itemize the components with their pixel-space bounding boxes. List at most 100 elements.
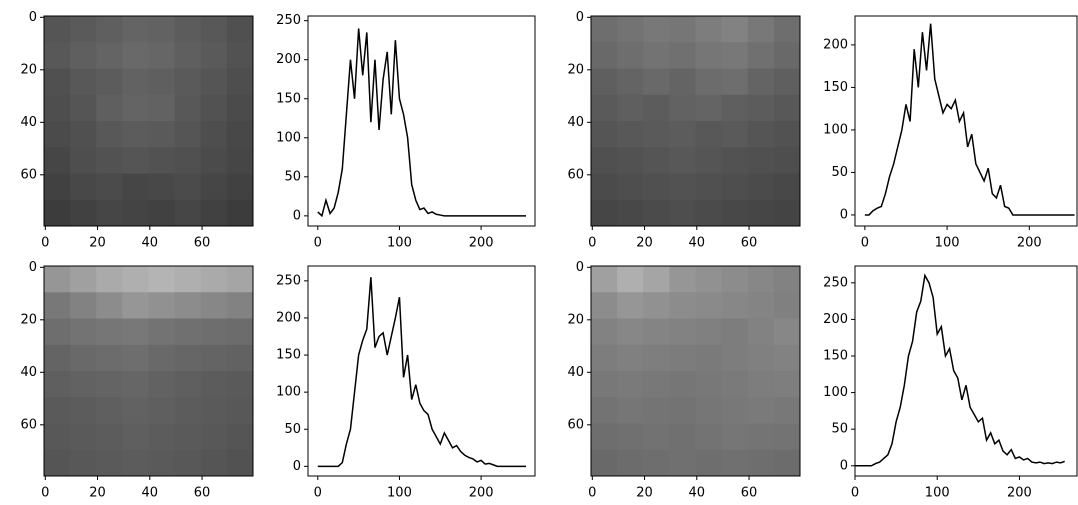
- pixel-block: [669, 423, 696, 451]
- pixel-block: [695, 344, 723, 372]
- pixel-block: [643, 266, 670, 293]
- x-tick-label: 0: [861, 236, 869, 251]
- pixel-block: [174, 68, 202, 96]
- pixel-block: [721, 68, 749, 96]
- pixel-block: [122, 42, 149, 69]
- pixel-block: [226, 397, 254, 424]
- pixel-block: [721, 266, 749, 293]
- pixel-block: [591, 318, 618, 346]
- y-tick-label: 150: [276, 348, 301, 363]
- pixel-block: [70, 266, 97, 293]
- pixel-block: [70, 147, 97, 174]
- pixel-block: [591, 42, 618, 69]
- pixel-block: [747, 397, 775, 424]
- pixel-block: [669, 42, 696, 69]
- pixel-block: [226, 318, 254, 346]
- pixel-block: [226, 121, 254, 148]
- pixel-block: [669, 147, 696, 174]
- histogram-panel: 0 100 200 0 50 100 150 200: [823, 15, 1078, 251]
- pixel-block: [747, 16, 775, 43]
- pixel-block: [747, 449, 775, 477]
- pixel-block: [200, 292, 228, 319]
- pixel-block: [148, 173, 176, 201]
- pixel-block: [747, 68, 775, 96]
- pixel-block: [773, 147, 801, 174]
- pixel-block: [226, 344, 254, 372]
- pixel-block: [617, 68, 644, 96]
- pixel-block: [200, 318, 228, 346]
- pixel-block: [226, 94, 254, 122]
- pixel-block: [773, 266, 801, 293]
- y-tick-label: 200: [823, 312, 848, 327]
- pixel-block: [669, 68, 696, 96]
- y-tick-label: 20: [20, 312, 37, 327]
- pixel-block: [44, 147, 71, 174]
- pixel-block: [591, 199, 618, 227]
- pixel-block: [747, 173, 775, 201]
- pixel-block: [122, 121, 149, 148]
- pixel-block: [96, 266, 123, 293]
- pixel-block: [773, 292, 801, 319]
- pixel-block: [122, 199, 149, 227]
- pixel-block: [669, 292, 696, 319]
- pixel-block: [96, 94, 123, 122]
- axes-frame: [43, 265, 254, 477]
- x-tick-label: 40: [689, 486, 706, 501]
- pixel-block: [122, 371, 149, 398]
- pixel-block: [148, 42, 176, 69]
- y-tick-label: 60: [567, 167, 584, 182]
- pixel-block: [643, 423, 670, 451]
- pixel-block: [773, 199, 801, 227]
- pixel-block: [200, 147, 228, 174]
- x-tick-label: 100: [935, 236, 960, 251]
- y-tick-label: 40: [567, 365, 584, 380]
- pixel-block: [174, 173, 202, 201]
- pixel-block: [122, 68, 149, 96]
- pixel-block: [200, 449, 228, 477]
- pixel-block: [44, 449, 71, 477]
- pixel-block: [148, 318, 176, 346]
- pixel-block: [70, 121, 97, 148]
- pixel-block: [200, 423, 228, 451]
- pixel-block: [721, 16, 749, 43]
- pixel-block: [669, 16, 696, 43]
- pixel-block: [44, 121, 71, 148]
- pixel-block: [148, 371, 176, 398]
- pixel-block: [669, 266, 696, 293]
- y-tick-label: 150: [823, 80, 848, 95]
- y-tick-label: 100: [823, 385, 848, 400]
- pixel-block: [44, 68, 71, 96]
- pixel-block: [591, 292, 618, 319]
- pixel-block: [226, 16, 254, 43]
- pixel-block: [226, 199, 254, 227]
- pixel-block: [226, 68, 254, 96]
- pixel-block: [148, 266, 176, 293]
- pixel-block: [747, 199, 775, 227]
- pixel-block: [721, 121, 749, 148]
- pixel-block: [70, 371, 97, 398]
- y-tick-label: 200: [823, 37, 848, 52]
- y-tick-label: 20: [567, 312, 584, 327]
- pixel-block: [747, 292, 775, 319]
- pixel-block: [669, 344, 696, 372]
- x-tick-label: 60: [194, 236, 211, 251]
- pixel-block: [200, 16, 228, 43]
- pixel-block: [695, 292, 723, 319]
- pixel-block: [773, 173, 801, 201]
- pixel-block: [226, 266, 254, 293]
- image-panel: 0 20 40 60 0 20 40 60: [20, 260, 254, 501]
- y-tick-label: 200: [276, 310, 301, 325]
- x-tick-label: 0: [41, 236, 49, 251]
- pixel-block: [96, 16, 123, 43]
- pixel-block: [96, 371, 123, 398]
- pixel-block: [617, 173, 644, 201]
- x-tick-label: 20: [636, 236, 653, 251]
- pixel-block: [44, 266, 71, 293]
- pixel-block: [591, 147, 618, 174]
- pixel-block: [591, 371, 618, 398]
- pixel-block: [721, 173, 749, 201]
- y-tick-label: 40: [20, 115, 37, 130]
- pixel-block: [174, 121, 202, 148]
- pixel-block: [617, 42, 644, 69]
